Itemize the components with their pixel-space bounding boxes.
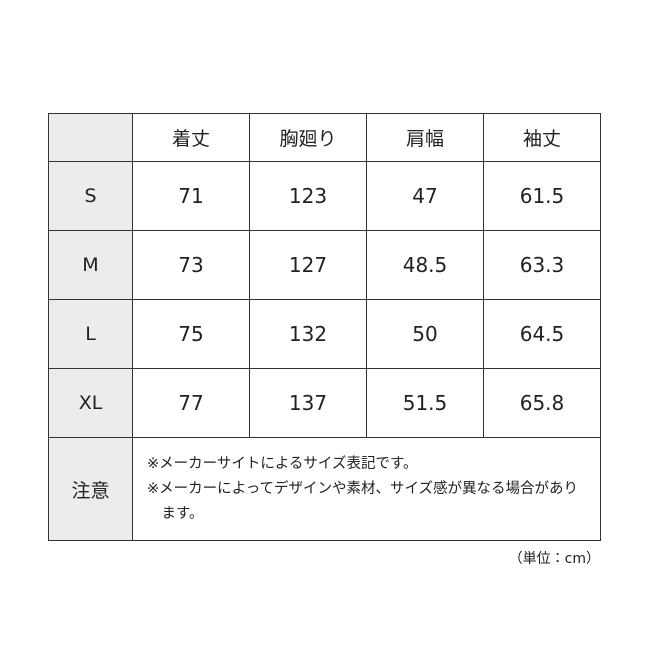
size-row: S 71 123 47 61.5 bbox=[48, 161, 601, 231]
note-line: ※メーカーによってデザインや素材、サイズ感が異なる場合があります。 bbox=[147, 480, 579, 522]
cell: 123 bbox=[249, 161, 367, 231]
cell: 127 bbox=[249, 230, 367, 300]
row-header: L bbox=[48, 299, 133, 369]
cell: 132 bbox=[249, 299, 367, 369]
note-line: ※メーカーサイトによるサイズ表記です。 bbox=[147, 455, 418, 472]
unit-note: （単位：cm） bbox=[508, 551, 600, 567]
cell: 65.8 bbox=[483, 368, 601, 438]
cell: 48.5 bbox=[366, 230, 484, 300]
size-row: L 75 132 50 64.5 bbox=[48, 299, 601, 369]
column-header: 胸廻り bbox=[249, 113, 367, 162]
cell: 75 bbox=[132, 299, 250, 369]
column-header: 肩幅 bbox=[366, 113, 484, 162]
size-table: 着丈 胸廻り 肩幅 袖丈 S 71 123 47 61.5 M 73 127 48.5 63.3 L 75 13… bbox=[48, 113, 601, 541]
note-row: 注意 ※メーカーサイトによるサイズ表記です。 ※メーカーによってデザインや素材、サイ… bbox=[48, 437, 601, 541]
cell: 63.3 bbox=[483, 230, 601, 300]
cell: 47 bbox=[366, 161, 484, 231]
row-header: S bbox=[48, 161, 133, 231]
size-row: M 73 127 48.5 63.3 bbox=[48, 230, 601, 300]
cell: 137 bbox=[249, 368, 367, 438]
row-header: XL bbox=[48, 368, 133, 438]
column-header: 着丈 bbox=[132, 113, 250, 162]
note-cell: ※メーカーサイトによるサイズ表記です。 ※メーカーによってデザインや素材、サイズ感… bbox=[132, 437, 601, 541]
corner-cell bbox=[48, 113, 133, 162]
cell: 73 bbox=[132, 230, 250, 300]
table-body: 着丈 胸廻り 肩幅 袖丈 S 71 123 47 61.5 M 73 127 48.5 63.3 L 75 13… bbox=[48, 113, 601, 541]
cell: 64.5 bbox=[483, 299, 601, 369]
row-header: 注意 bbox=[48, 437, 133, 541]
column-header: 袖丈 bbox=[483, 113, 601, 162]
header-row: 着丈 胸廻り 肩幅 袖丈 bbox=[48, 113, 601, 162]
row-header: M bbox=[48, 230, 133, 300]
cell: 77 bbox=[132, 368, 250, 438]
size-row: XL 77 137 51.5 65.8 bbox=[48, 368, 601, 438]
cell: 51.5 bbox=[366, 368, 484, 438]
cell: 71 bbox=[132, 161, 250, 231]
cell: 50 bbox=[366, 299, 484, 369]
cell: 61.5 bbox=[483, 161, 601, 231]
